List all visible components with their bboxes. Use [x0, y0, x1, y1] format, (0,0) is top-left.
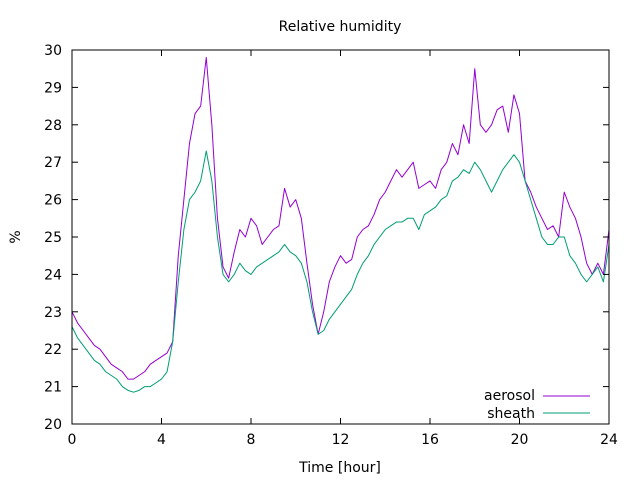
y-tick-label: 24: [44, 267, 62, 283]
y-tick-label: 27: [44, 155, 62, 171]
tick-layer: 0 4 8 12 16 20 24 20 21 22 23 24 25 26 27 28 29 30: [44, 43, 618, 448]
y-tick-label: 21: [44, 380, 62, 396]
x-tick-label: 24: [600, 432, 618, 448]
x-tick-label: 4: [157, 432, 166, 448]
x-tick-label: 0: [68, 432, 77, 448]
x-tick-label: 20: [511, 432, 529, 448]
legend-label-aerosol: aerosol: [484, 388, 535, 404]
y-tick-label: 22: [44, 342, 62, 358]
y-axis-label: %: [8, 230, 24, 243]
x-tick-label: 16: [421, 432, 439, 448]
y-tick-label: 28: [44, 118, 62, 134]
legend-label-sheath: sheath: [487, 406, 535, 422]
series-line-sheath: [71, 150, 610, 393]
x-tick-label: 8: [247, 432, 256, 448]
plot-frame: [71, 49, 610, 425]
series-layer: [71, 56, 610, 393]
chart-title: Relative humidity: [279, 19, 402, 35]
y-tick-label: 23: [44, 305, 62, 321]
y-tick-label: 25: [44, 230, 62, 246]
y-tick-label: 26: [44, 193, 62, 209]
x-tick-label: 12: [332, 432, 350, 448]
x-axis-label: Time [hour]: [298, 460, 381, 476]
y-tick-label: 20: [44, 417, 62, 433]
series-line-aerosol: [71, 56, 610, 380]
y-tick-label: 29: [44, 80, 62, 96]
legend: aerosol sheath: [484, 388, 590, 422]
y-tick-label: 30: [44, 43, 62, 59]
